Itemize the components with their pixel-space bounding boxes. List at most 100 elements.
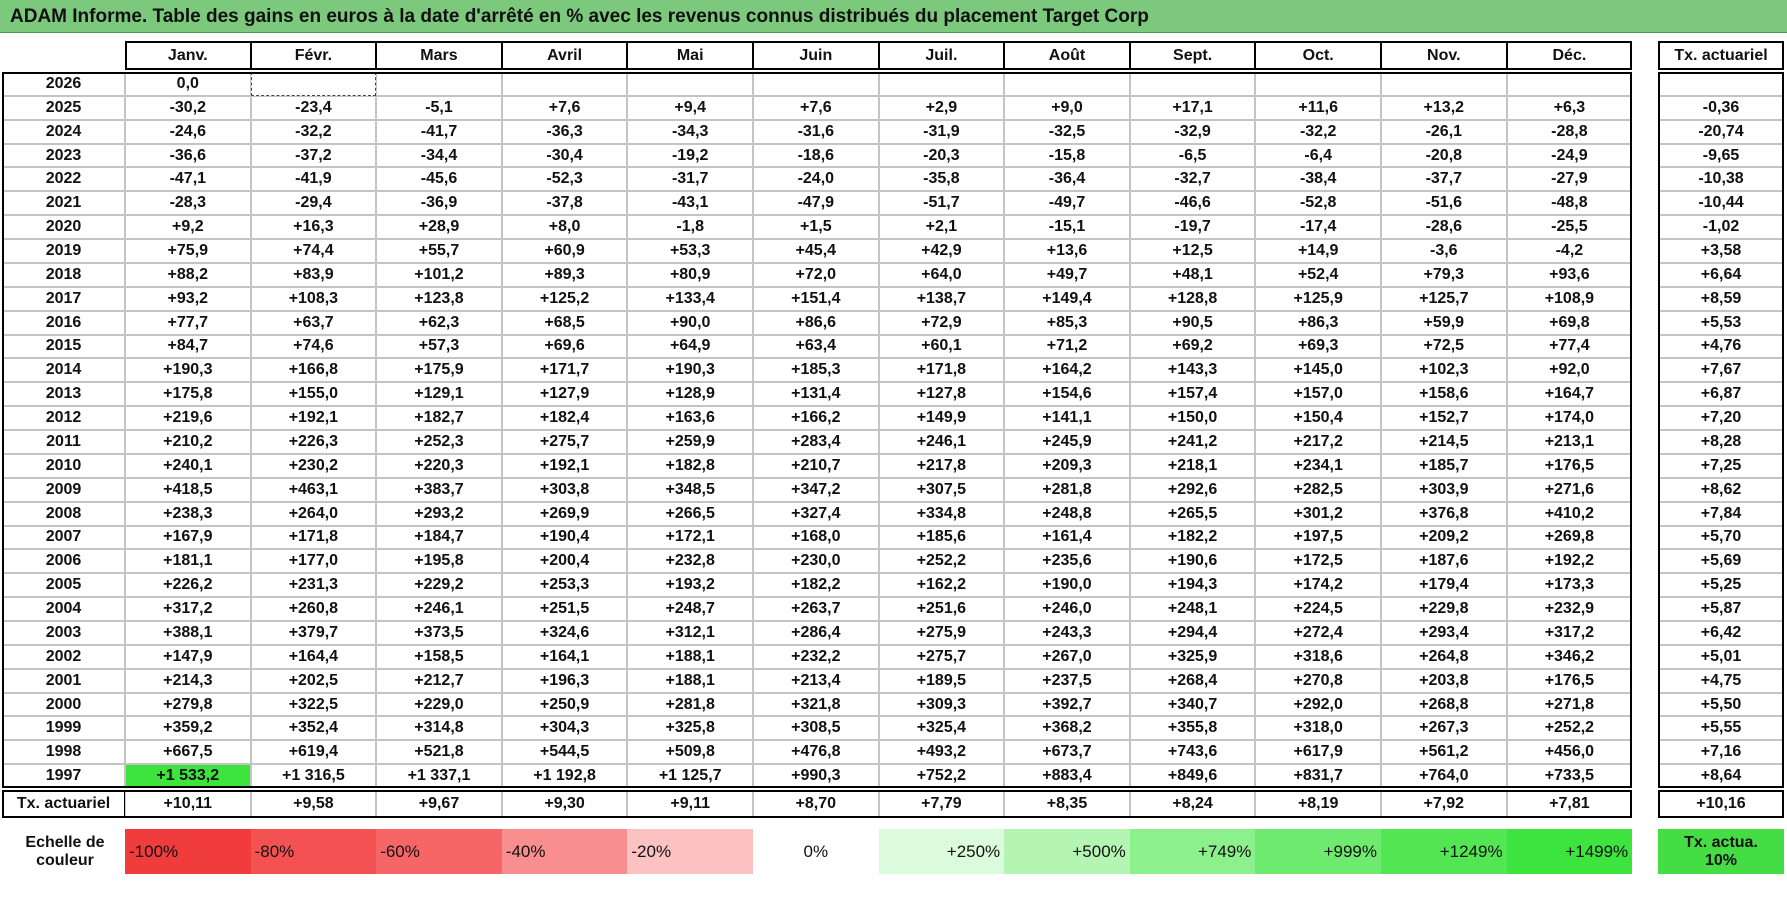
value-cell: +245,9 xyxy=(1004,430,1130,454)
value-cell: +152,7 xyxy=(1381,406,1507,431)
value-cell: +463,1 xyxy=(250,477,377,502)
value-cell: -26,1 xyxy=(1381,119,1507,144)
value-cell: +259,9 xyxy=(627,430,753,454)
year-cell: 2023 xyxy=(2,143,125,168)
value-cell: +2,1 xyxy=(878,215,1005,240)
rate-cell: +7,16 xyxy=(1658,740,1784,765)
footer-rate: +10,16 xyxy=(1658,790,1784,819)
value-cell: +60,9 xyxy=(501,239,628,263)
rate-cell: +5,25 xyxy=(1658,573,1784,598)
value-cell: +60,1 xyxy=(878,334,1005,359)
value-cell: +373,5 xyxy=(376,621,502,645)
value-cell: +219,6 xyxy=(125,406,251,431)
value-cell: +188,1 xyxy=(627,644,753,669)
footer-cell: +8,35 xyxy=(1004,790,1130,819)
value-cell: +318,0 xyxy=(1255,716,1381,741)
value-cell: -15,1 xyxy=(1004,215,1130,240)
value-cell: +149,9 xyxy=(878,406,1005,431)
value-cell: +161,4 xyxy=(1004,525,1130,550)
value-cell: +16,3 xyxy=(250,215,377,240)
value-cell: +293,2 xyxy=(376,501,502,526)
value-cell: +309,3 xyxy=(878,692,1005,717)
year-cell: 2001 xyxy=(2,668,125,693)
value-cell: +14,9 xyxy=(1255,239,1381,263)
value-cell: +166,2 xyxy=(753,406,879,431)
value-cell: +45,4 xyxy=(753,239,879,263)
value-cell xyxy=(1255,72,1381,96)
value-cell: +209,2 xyxy=(1381,525,1507,550)
value-cell: +64,9 xyxy=(627,334,753,359)
value-cell: -30,4 xyxy=(501,143,628,168)
value-cell: +752,2 xyxy=(878,764,1005,789)
value-cell: +325,8 xyxy=(627,716,753,741)
value-cell: +182,7 xyxy=(376,406,502,431)
value-cell: +158,6 xyxy=(1381,382,1507,407)
value-cell: -35,8 xyxy=(878,167,1005,192)
value-cell xyxy=(1506,72,1633,96)
year-cell: 2012 xyxy=(2,406,125,431)
value-cell: +849,6 xyxy=(1129,764,1256,789)
value-cell: +175,9 xyxy=(376,358,502,383)
legend-label: Echelle de couleur xyxy=(25,833,105,869)
value-cell: +108,9 xyxy=(1506,286,1633,311)
rate-cell: -1,02 xyxy=(1658,215,1784,240)
value-cell: +667,5 xyxy=(125,740,251,765)
year-cell: 2015 xyxy=(2,334,125,359)
value-cell: +125,7 xyxy=(1381,286,1507,311)
value-cell: +193,2 xyxy=(627,573,753,598)
value-cell: +174,2 xyxy=(1255,573,1381,598)
value-cell: +75,9 xyxy=(125,239,251,263)
value-cell: +253,3 xyxy=(501,573,628,598)
value-cell: -18,6 xyxy=(753,143,879,168)
value-cell: +1 192,8 xyxy=(501,764,628,789)
value-cell: +325,4 xyxy=(878,716,1005,741)
value-cell: +176,5 xyxy=(1506,453,1633,478)
value-cell: +69,2 xyxy=(1129,334,1256,359)
value-cell: +476,8 xyxy=(753,740,879,765)
year-cell: 2011 xyxy=(2,430,125,454)
value-cell: +150,4 xyxy=(1255,406,1381,431)
value-cell: -34,4 xyxy=(376,143,502,168)
value-cell: +292,0 xyxy=(1255,692,1381,717)
value-cell: +86,6 xyxy=(753,310,879,335)
value-cell: +493,2 xyxy=(878,740,1005,765)
rate-header: Tx. actuariel xyxy=(1658,41,1784,70)
year-cell: 2019 xyxy=(2,239,125,263)
value-cell: +456,0 xyxy=(1506,740,1633,765)
value-cell: +318,6 xyxy=(1255,644,1381,669)
rate-cell: +8,64 xyxy=(1658,764,1784,789)
value-cell: +52,4 xyxy=(1255,262,1381,287)
value-cell xyxy=(250,72,377,96)
value-cell: +304,3 xyxy=(501,716,628,741)
year-cell: 2008 xyxy=(2,501,125,526)
value-cell: +260,8 xyxy=(250,597,377,621)
value-cell: +303,8 xyxy=(501,477,628,502)
value-cell: +308,5 xyxy=(753,716,879,741)
year-cell: 2013 xyxy=(2,382,125,407)
rate-cell: +7,20 xyxy=(1658,406,1784,431)
legend-swatch: 0% xyxy=(753,829,879,875)
value-cell: +352,4 xyxy=(250,716,377,741)
value-cell: -31,9 xyxy=(878,119,1005,144)
value-cell: +264,8 xyxy=(1381,644,1507,669)
value-cell xyxy=(1381,72,1507,96)
column-header: Nov. xyxy=(1381,41,1507,70)
value-cell: +143,3 xyxy=(1129,358,1256,383)
value-cell: -36,6 xyxy=(125,143,251,168)
value-cell: +1 533,2 xyxy=(125,764,251,789)
year-cell: 2026 xyxy=(2,72,125,96)
value-cell: +322,5 xyxy=(250,692,377,717)
legend-swatch: -80% xyxy=(250,829,377,875)
value-cell: -17,4 xyxy=(1255,215,1381,240)
value-cell: +324,6 xyxy=(501,621,628,645)
value-cell: -36,3 xyxy=(501,119,628,144)
value-cell: +252,2 xyxy=(1506,716,1633,741)
value-cell: +163,6 xyxy=(627,406,753,431)
value-cell: +272,4 xyxy=(1255,621,1381,645)
value-cell: -28,8 xyxy=(1506,119,1633,144)
value-cell: +271,8 xyxy=(1506,692,1633,717)
value-cell: +74,4 xyxy=(250,239,377,263)
value-cell: 0,0 xyxy=(125,72,251,96)
value-cell: +164,1 xyxy=(501,644,628,669)
value-cell: -48,8 xyxy=(1506,191,1633,216)
